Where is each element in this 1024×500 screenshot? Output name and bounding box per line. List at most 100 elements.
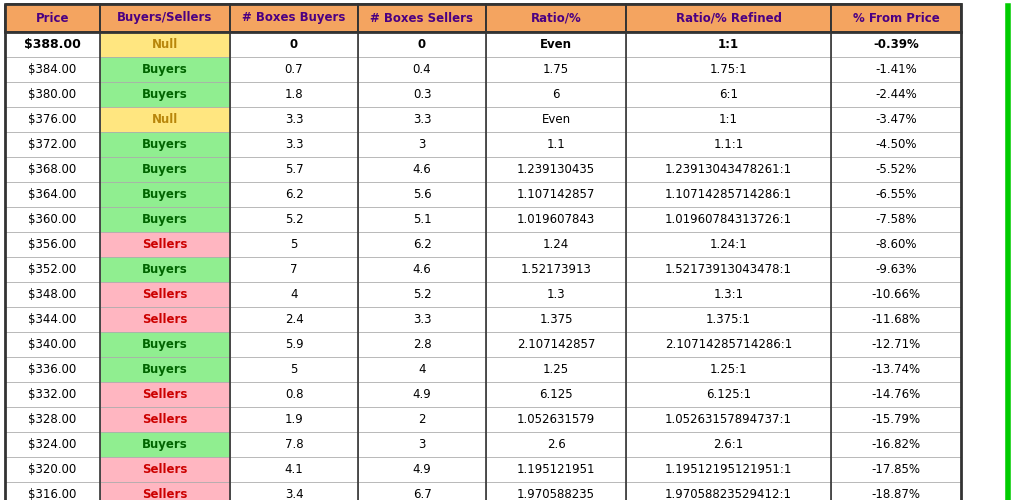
Text: 4.6: 4.6 bbox=[413, 163, 431, 176]
Bar bbox=[5, 232, 100, 257]
Bar bbox=[831, 307, 961, 332]
Text: 6.2: 6.2 bbox=[413, 238, 431, 251]
Bar bbox=[486, 232, 626, 257]
Text: $380.00: $380.00 bbox=[29, 88, 77, 101]
Bar bbox=[5, 357, 100, 382]
Bar bbox=[626, 207, 831, 232]
Bar bbox=[230, 132, 358, 157]
Bar bbox=[100, 207, 230, 232]
Text: -12.71%: -12.71% bbox=[871, 338, 921, 351]
Bar bbox=[100, 157, 230, 182]
Text: 6.7: 6.7 bbox=[413, 488, 431, 500]
Text: -5.52%: -5.52% bbox=[876, 163, 916, 176]
Text: 2.8: 2.8 bbox=[413, 338, 431, 351]
Text: Ratio/% Refined: Ratio/% Refined bbox=[676, 12, 781, 24]
Bar bbox=[5, 257, 100, 282]
Text: $368.00: $368.00 bbox=[29, 163, 77, 176]
Text: 0: 0 bbox=[290, 38, 298, 51]
Text: 1.25: 1.25 bbox=[543, 363, 569, 376]
Text: 1.24:1: 1.24:1 bbox=[710, 238, 748, 251]
Bar bbox=[626, 132, 831, 157]
Bar bbox=[358, 282, 486, 307]
Bar bbox=[831, 157, 961, 182]
Text: $356.00: $356.00 bbox=[29, 238, 77, 251]
Bar bbox=[486, 432, 626, 457]
Text: 4.9: 4.9 bbox=[413, 463, 431, 476]
Bar bbox=[486, 4, 626, 32]
Text: 6.125:1: 6.125:1 bbox=[706, 388, 751, 401]
Text: -13.74%: -13.74% bbox=[871, 363, 921, 376]
Bar bbox=[486, 407, 626, 432]
Text: 6: 6 bbox=[552, 88, 560, 101]
Text: -1.41%: -1.41% bbox=[876, 63, 916, 76]
Bar bbox=[358, 107, 486, 132]
Bar bbox=[626, 107, 831, 132]
Text: -9.63%: -9.63% bbox=[876, 263, 916, 276]
Text: Sellers: Sellers bbox=[142, 463, 187, 476]
Bar bbox=[486, 332, 626, 357]
Bar bbox=[5, 207, 100, 232]
Text: 3.3: 3.3 bbox=[413, 113, 431, 126]
Text: $344.00: $344.00 bbox=[29, 313, 77, 326]
Text: -11.68%: -11.68% bbox=[871, 313, 921, 326]
Text: 1.1: 1.1 bbox=[547, 138, 565, 151]
Text: Price: Price bbox=[36, 12, 70, 24]
Text: 1.52173913043478:1: 1.52173913043478:1 bbox=[665, 263, 792, 276]
Text: Sellers: Sellers bbox=[142, 413, 187, 426]
Bar bbox=[100, 282, 230, 307]
Bar bbox=[831, 457, 961, 482]
Text: -6.55%: -6.55% bbox=[876, 188, 916, 201]
Bar bbox=[358, 82, 486, 107]
Bar bbox=[831, 482, 961, 500]
Bar bbox=[230, 182, 358, 207]
Bar bbox=[626, 282, 831, 307]
Bar bbox=[230, 207, 358, 232]
Bar bbox=[230, 57, 358, 82]
Text: 1.1:1: 1.1:1 bbox=[714, 138, 743, 151]
Text: $360.00: $360.00 bbox=[29, 213, 77, 226]
Text: # Boxes Buyers: # Boxes Buyers bbox=[243, 12, 346, 24]
Bar bbox=[486, 32, 626, 57]
Text: 0.4: 0.4 bbox=[413, 63, 431, 76]
Bar bbox=[100, 257, 230, 282]
Text: $384.00: $384.00 bbox=[29, 63, 77, 76]
Bar bbox=[100, 382, 230, 407]
Text: Sellers: Sellers bbox=[142, 388, 187, 401]
Bar bbox=[5, 57, 100, 82]
Text: 6:1: 6:1 bbox=[719, 88, 738, 101]
Text: 1.24: 1.24 bbox=[543, 238, 569, 251]
Text: 1.97058823529412:1: 1.97058823529412:1 bbox=[665, 488, 792, 500]
Text: 0: 0 bbox=[418, 38, 426, 51]
Bar bbox=[486, 382, 626, 407]
Bar bbox=[100, 132, 230, 157]
Text: $388.00: $388.00 bbox=[24, 38, 81, 51]
Text: 2.4: 2.4 bbox=[285, 313, 303, 326]
Bar bbox=[831, 4, 961, 32]
Text: Sellers: Sellers bbox=[142, 238, 187, 251]
Bar bbox=[626, 357, 831, 382]
Bar bbox=[626, 4, 831, 32]
Bar bbox=[831, 132, 961, 157]
Bar bbox=[230, 357, 358, 382]
Text: -8.60%: -8.60% bbox=[876, 238, 916, 251]
Bar bbox=[100, 307, 230, 332]
Text: -3.47%: -3.47% bbox=[876, 113, 916, 126]
Bar bbox=[486, 132, 626, 157]
Text: 5.7: 5.7 bbox=[285, 163, 303, 176]
Text: 1:1: 1:1 bbox=[718, 38, 739, 51]
Bar bbox=[5, 332, 100, 357]
Bar bbox=[5, 282, 100, 307]
Text: 3: 3 bbox=[419, 438, 426, 451]
Text: Buyers: Buyers bbox=[142, 138, 187, 151]
Text: 7: 7 bbox=[290, 263, 298, 276]
Text: 1.195121951: 1.195121951 bbox=[517, 463, 595, 476]
Bar bbox=[626, 307, 831, 332]
Bar bbox=[100, 457, 230, 482]
Text: $364.00: $364.00 bbox=[29, 188, 77, 201]
Text: 1.9: 1.9 bbox=[285, 413, 303, 426]
Text: 1.01960784313726:1: 1.01960784313726:1 bbox=[665, 213, 792, 226]
Text: $376.00: $376.00 bbox=[29, 113, 77, 126]
Bar bbox=[5, 32, 100, 57]
Bar bbox=[486, 182, 626, 207]
Bar bbox=[5, 307, 100, 332]
